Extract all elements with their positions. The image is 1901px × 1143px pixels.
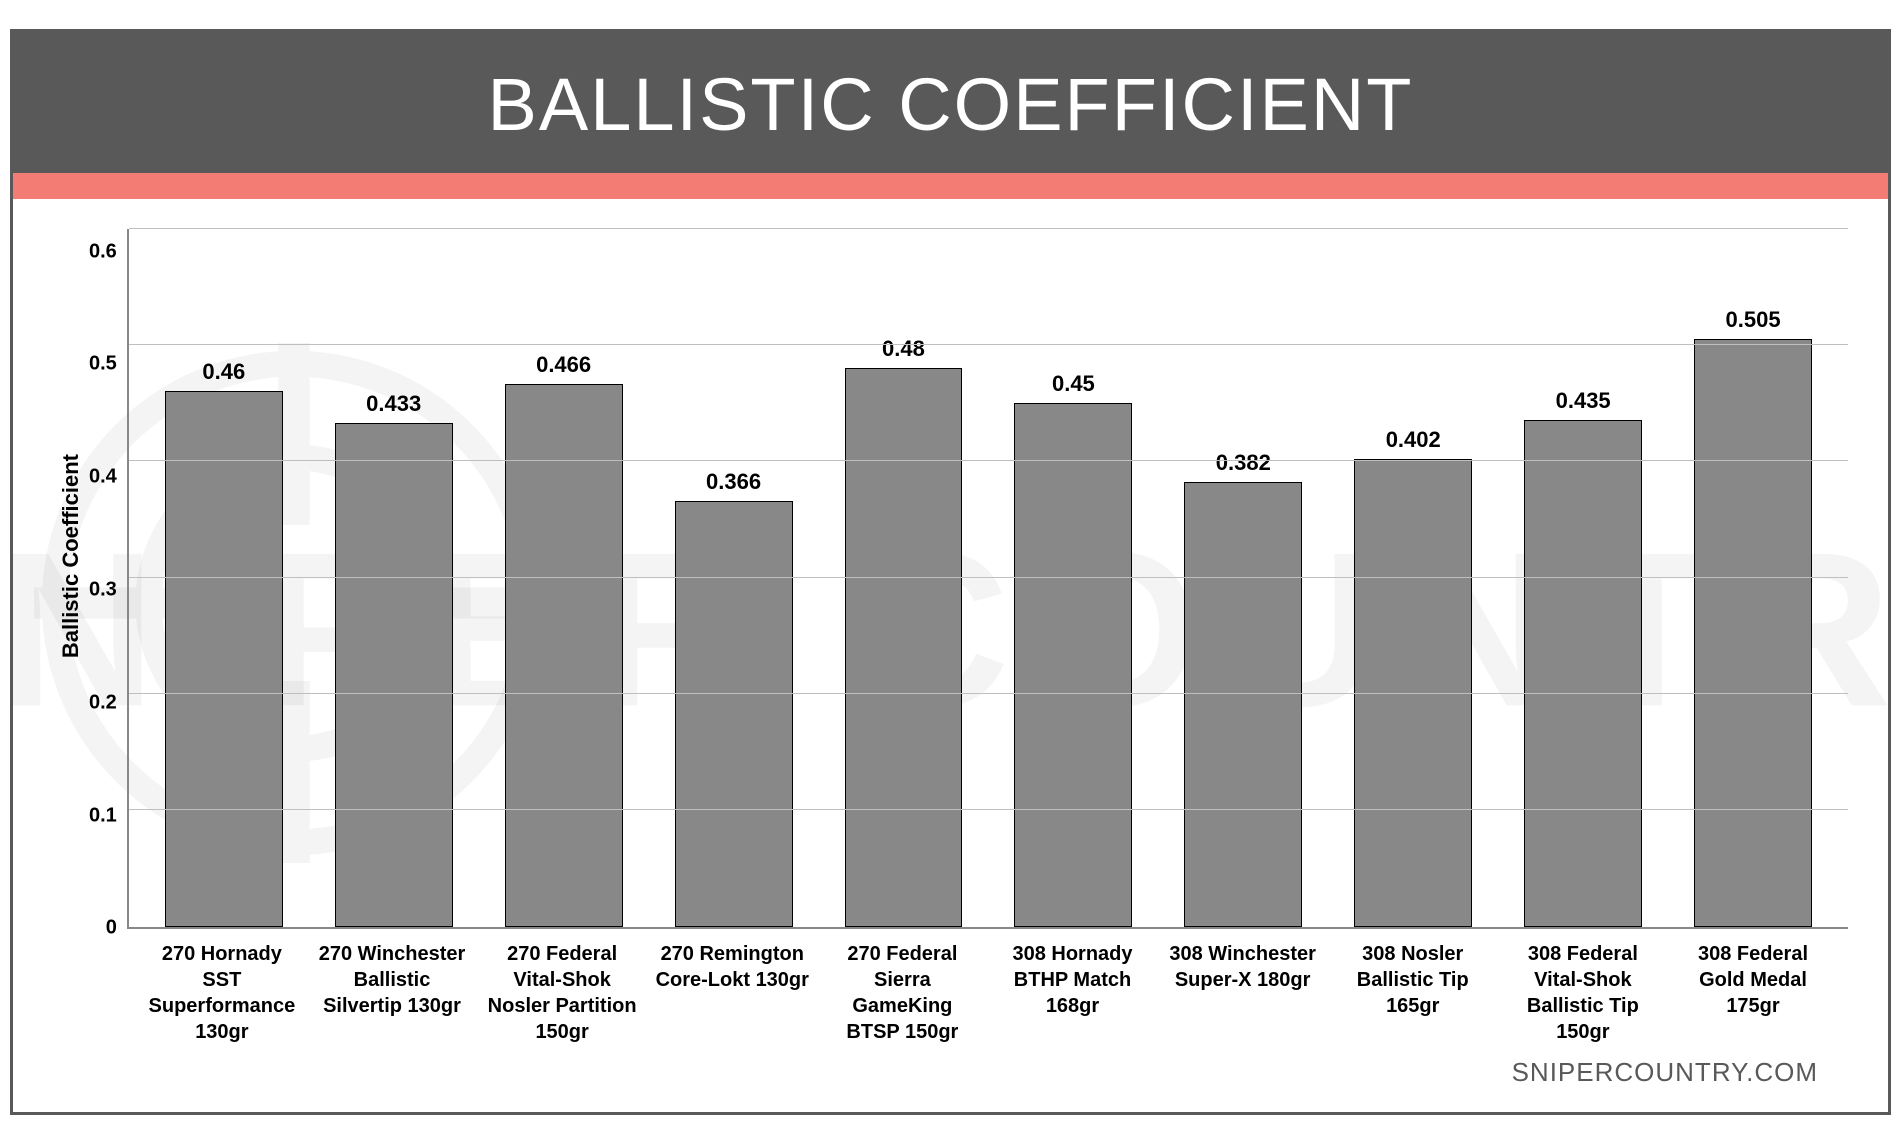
bar-slot: 0.366: [649, 229, 819, 927]
bar-slot: 0.382: [1158, 229, 1328, 927]
bar-value-label: 0.45: [1052, 371, 1095, 397]
bar: [505, 384, 623, 926]
grid-line: [129, 344, 1848, 345]
bar: [845, 368, 963, 926]
bar-value-label: 0.382: [1216, 450, 1271, 476]
grid-line: [129, 228, 1848, 229]
bar-value-label: 0.366: [706, 469, 761, 495]
bar-value-label: 0.402: [1386, 427, 1441, 453]
bar: [335, 423, 453, 927]
bars-group: 0.46 0.433 0.466 0.366 0.48 0.45 0.382 0.402 0.4…: [129, 229, 1848, 927]
grid-line: [129, 577, 1848, 578]
x-axis-labels: 270 Hornady SST Superformance 130gr270 W…: [127, 929, 1848, 1045]
bar-value-label: 0.48: [882, 336, 925, 362]
bar: [1014, 403, 1132, 927]
title-bar: BALLISTIC COEFFICIENT: [13, 32, 1888, 173]
x-axis-label: 308 Federal Gold Medal 175gr: [1668, 941, 1838, 1045]
footer-credit: SNIPERCOUNTRY.COM: [53, 1045, 1848, 1102]
bar-slot: 0.45: [988, 229, 1158, 927]
y-tick: 0.1: [89, 804, 117, 827]
bar: [675, 501, 793, 927]
bar-value-label: 0.46: [202, 359, 245, 385]
bar: [1524, 420, 1642, 926]
chart-container: SNIPER COUNTRY Ballistic Coefficient 0.6…: [13, 199, 1888, 1112]
bar-value-label: 0.466: [536, 352, 591, 378]
bar-slot: 0.433: [309, 229, 479, 927]
x-axis-label: 270 Hornady SST Superformance 130gr: [137, 941, 307, 1045]
bar-slot: 0.48: [819, 229, 989, 927]
bar-slot: 0.505: [1668, 229, 1838, 927]
x-axis-label: 270 Federal Vital-Shok Nosler Partition …: [477, 941, 647, 1045]
grid-line: [129, 460, 1848, 461]
x-axis-label: 308 Winchester Super-X 180gr: [1158, 941, 1328, 1045]
bar-slot: 0.46: [139, 229, 309, 927]
grid-line: [129, 693, 1848, 694]
bar: [1184, 482, 1302, 926]
bar-slot: 0.435: [1498, 229, 1668, 927]
grid-line: [129, 809, 1848, 810]
y-tick: 0: [106, 917, 117, 940]
bar-value-label: 0.433: [366, 391, 421, 417]
chart-frame: BALLISTIC COEFFICIENT SNIPER COUNTRY Bal…: [10, 29, 1891, 1115]
x-axis-label: 308 Federal Vital-Shok Ballistic Tip 150…: [1498, 941, 1668, 1045]
plot-wrap: 0.46 0.433 0.466 0.366 0.48 0.45 0.382 0.402 0.4…: [127, 229, 1848, 1045]
chart-title: BALLISTIC COEFFICIENT: [13, 62, 1888, 147]
y-axis-ticks: 0.60.50.40.30.20.10: [89, 229, 127, 929]
y-tick: 0.4: [89, 466, 117, 489]
plot-area: 0.46 0.433 0.466 0.366 0.48 0.45 0.382 0.402 0.4…: [127, 229, 1848, 929]
bar-slot: 0.402: [1328, 229, 1498, 927]
y-tick: 0.2: [89, 691, 117, 714]
bar-value-label: 0.435: [1556, 388, 1611, 414]
y-tick: 0.6: [89, 240, 117, 263]
accent-strip: [13, 173, 1888, 199]
x-axis-label: 270 Federal Sierra GameKing BTSP 150gr: [817, 941, 987, 1045]
y-tick: 0.3: [89, 578, 117, 601]
x-axis-label: 308 Nosler Ballistic Tip 165gr: [1328, 941, 1498, 1045]
bar: [1694, 339, 1812, 926]
bar: [165, 391, 283, 926]
y-axis-label: Ballistic Coefficient: [53, 454, 89, 658]
x-axis-label: 270 Winchester Ballistic Silvertip 130gr: [307, 941, 477, 1045]
y-tick: 0.5: [89, 353, 117, 376]
x-axis-label: 270 Remington Core-Lokt 130gr: [647, 941, 817, 1045]
bar-slot: 0.466: [479, 229, 649, 927]
chart-area: Ballistic Coefficient 0.6 0.5 0.4 0.3 0.2 0.1…: [53, 229, 1848, 1045]
bar-value-label: 0.505: [1726, 307, 1781, 333]
x-axis-label: 308 Hornady BTHP Match 168gr: [987, 941, 1157, 1045]
